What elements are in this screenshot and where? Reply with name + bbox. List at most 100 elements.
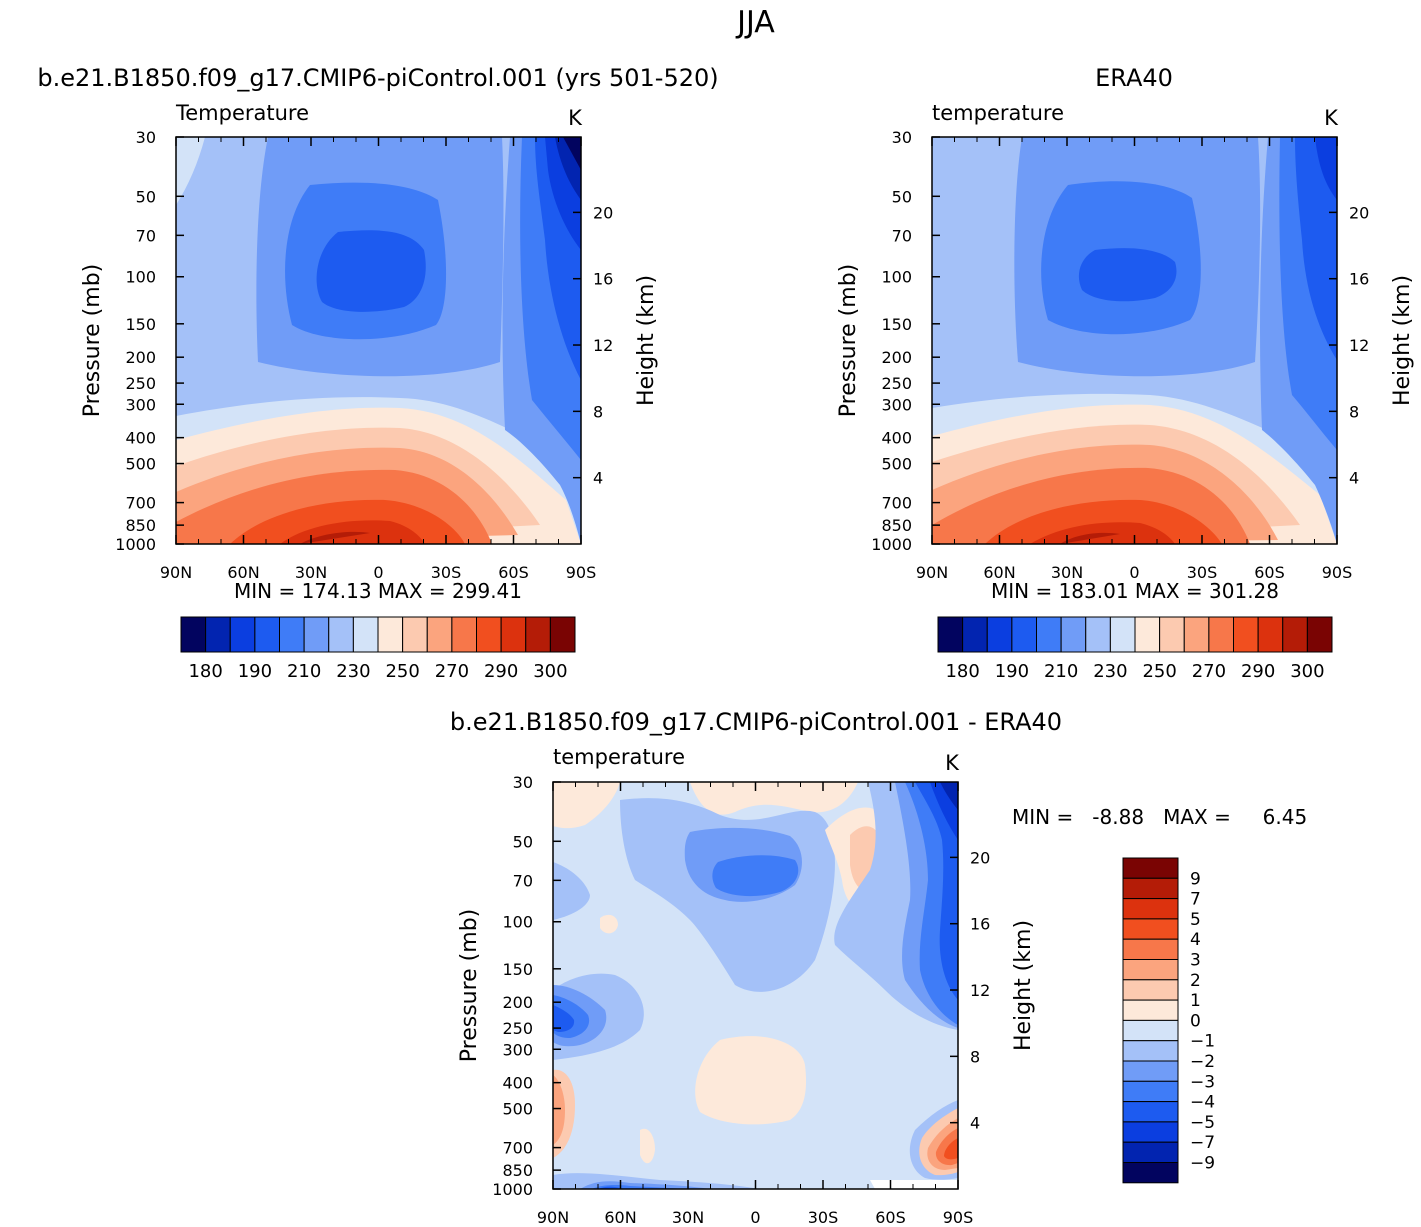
lat-tick-label: 0 [373,563,383,582]
colorbar-label: 300 [533,661,567,682]
colorbar-label: 180 [188,661,222,682]
diff-colorbar-box [1122,918,1179,940]
diff-colorbar-box [1122,938,1179,961]
pressure-tick-label: 1000 [115,535,156,554]
pressure-tick-label: 300 [881,395,912,414]
diff-colorbar-box [1122,1060,1179,1082]
height-tick-label: 8 [593,402,603,421]
diff-colorbar-label: 1 [1190,991,1201,1011]
colorbar-label: 250 [385,661,419,682]
pressure-tick-label: 100 [125,268,156,287]
diff-colorbar-label: −2 [1190,1052,1215,1072]
pressure-tick-label: 400 [881,429,912,448]
lat-tick-label: 30S [808,1208,839,1227]
pressure-tick-label: 500 [502,1100,533,1119]
lat-tick-label: 0 [1129,563,1139,582]
diff-colorbar-box [1122,1040,1179,1062]
lat-tick-label: 60N [227,563,259,582]
pressure-tick-label: 500 [881,455,912,474]
axes-and-labels: 3050701001502002503004005007008501000Pre… [80,128,1415,1227]
diff-colorbar-box [1122,1121,1179,1143]
figure-title: JJA [735,5,775,40]
colorbar-label: 290 [484,661,518,682]
colorbar-label: 270 [1192,661,1226,682]
colorbar-box [1109,616,1136,653]
pressure-tick-label: 700 [125,494,156,513]
diff-colorbar-label: −3 [1190,1072,1215,1092]
lat-tick-label: 90S [566,563,597,582]
pressure-tick-label: 200 [881,348,912,367]
panel-diff: b.e21.B1850.f09_g17.CMIP6-piControl.001 … [450,708,1307,1190]
panel-model: b.e21.B1850.f09_g17.CMIP6-piControl.001 … [37,64,719,545]
height-tick-label: 12 [970,981,990,1000]
height-axis-label: Height (km) [1011,920,1036,1051]
lat-tick-label: 60S [498,563,529,582]
lat-tick-label: 60N [983,563,1015,582]
pressure-tick-label: 70 [892,226,912,245]
colorbar-label: 300 [1290,661,1324,682]
pressure-tick-label: 400 [125,429,156,448]
panel-diff-stats: MIN = -8.88 MAX = 6.45 [1012,805,1307,829]
colorbar-box [229,616,256,653]
colorbar-box [352,616,379,653]
panel-era40-contours [932,137,1337,544]
pressure-tick-label: 500 [125,455,156,474]
diff-colorbar-label: −4 [1190,1093,1215,1113]
panel-diff-units: K [945,751,960,775]
colorbar-box [1011,616,1037,653]
colorbar-label: 250 [1142,661,1176,682]
pressure-tick-label: 850 [502,1161,533,1180]
diff-colorbar-label: 7 [1190,890,1201,910]
pressure-axis-label: Pressure (mb) [836,264,861,418]
height-tick-label: 4 [593,469,603,488]
colorbar-label: 210 [287,661,321,682]
diff-colorbar-label: −1 [1190,1032,1215,1052]
diff-colorbar-box [1122,959,1179,981]
lat-tick-label: 60S [1254,563,1285,582]
diff-colorbar-box [1122,877,1179,900]
colorbar-label: 270 [435,661,469,682]
panel-era40-title: ERA40 [1095,64,1173,92]
height-tick-label: 12 [1349,336,1369,355]
pressure-tick-label: 1000 [492,1180,533,1199]
diff-colorbar-box [1122,1162,1179,1184]
height-tick-label: 20 [970,848,990,867]
pressure-tick-label: 70 [136,226,156,245]
height-axis-label: Height (km) [1390,275,1415,406]
colorbar-box [962,616,988,653]
pressure-tick-label: 30 [136,128,156,147]
lat-tick-label: 30N [295,563,327,582]
colorbar-box [937,616,964,653]
height-tick-label: 12 [593,336,613,355]
colorbar-label: 210 [1044,661,1078,682]
diff-colorbar-box [1122,1019,1179,1042]
height-tick-label: 16 [1349,270,1369,289]
panel-diff-contours [553,782,958,1189]
pressure-tick-label: 200 [502,993,533,1012]
panel-model-contours [176,137,581,544]
height-tick-label: 20 [593,203,613,222]
lat-tick-label: 90N [537,1208,569,1227]
pressure-tick-label: 70 [513,871,533,890]
diff-colorbar-box [1122,898,1179,920]
pressure-tick-label: 150 [125,315,156,334]
colorbar-box [205,616,231,653]
pressure-tick-label: 250 [881,374,912,393]
colorbar-label: 190 [238,661,272,682]
colorbar-box [328,616,354,653]
pressure-tick-label: 100 [502,913,533,932]
colorbar-box [1306,616,1333,653]
colorbar-label: 230 [336,661,370,682]
height-tick-label: 16 [593,270,613,289]
diff-colorbar-box [1122,1141,1179,1163]
diff-colorbar-label: 2 [1190,971,1201,991]
colorbar-box [1257,616,1284,653]
pressure-axis-label: Pressure (mb) [457,909,482,1063]
pressure-tick-label: 150 [881,315,912,334]
lat-tick-label: 90N [160,563,192,582]
colorbar-box [1183,616,1210,653]
colorbar-box [426,616,453,653]
pressure-tick-label: 150 [502,960,533,979]
pressure-tick-label: 700 [881,494,912,513]
